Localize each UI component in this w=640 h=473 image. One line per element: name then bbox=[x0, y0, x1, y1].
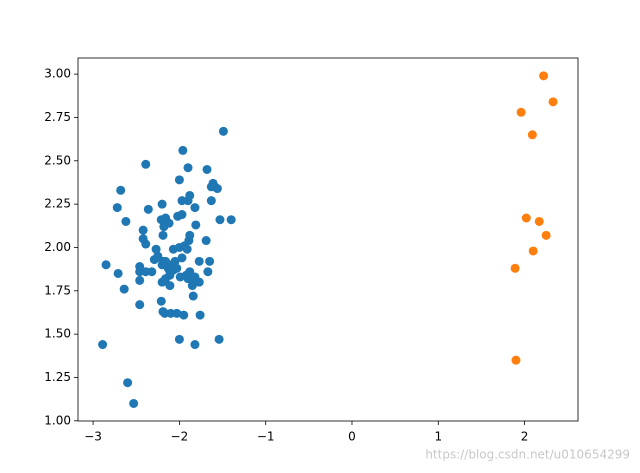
x-tick-label: −3 bbox=[84, 430, 102, 444]
point bbox=[177, 253, 187, 263]
point bbox=[113, 268, 123, 278]
point bbox=[203, 267, 213, 277]
point bbox=[156, 296, 166, 306]
point bbox=[528, 246, 538, 256]
y-tick-label: 2.75 bbox=[44, 110, 71, 124]
point bbox=[527, 130, 537, 140]
point bbox=[135, 300, 145, 310]
point bbox=[121, 216, 131, 226]
y-tick-label: 2.00 bbox=[44, 240, 71, 254]
point bbox=[179, 310, 189, 320]
point bbox=[143, 204, 153, 214]
point bbox=[123, 378, 133, 388]
y-tick-label: 1.00 bbox=[44, 413, 71, 427]
point bbox=[135, 262, 145, 272]
point bbox=[141, 159, 151, 169]
point bbox=[141, 239, 151, 249]
point bbox=[178, 145, 188, 155]
point bbox=[516, 107, 526, 117]
point bbox=[129, 398, 139, 408]
point bbox=[190, 203, 200, 213]
point bbox=[165, 281, 175, 291]
point bbox=[174, 175, 184, 185]
point bbox=[172, 308, 182, 318]
point bbox=[112, 203, 122, 213]
point bbox=[190, 340, 200, 350]
point bbox=[183, 196, 193, 206]
point bbox=[194, 277, 204, 287]
point bbox=[534, 216, 544, 226]
point bbox=[194, 256, 204, 266]
point bbox=[191, 220, 201, 230]
y-tick-label: 1.25 bbox=[44, 370, 71, 384]
point bbox=[177, 210, 187, 220]
point bbox=[172, 263, 182, 273]
point bbox=[511, 355, 521, 365]
point bbox=[147, 267, 157, 277]
point bbox=[119, 284, 129, 294]
point bbox=[215, 215, 225, 225]
y-tick-label: 1.50 bbox=[44, 327, 71, 341]
point bbox=[175, 272, 185, 282]
point bbox=[188, 291, 198, 301]
point bbox=[157, 277, 167, 287]
point bbox=[214, 334, 224, 344]
point bbox=[187, 281, 197, 291]
point bbox=[98, 340, 108, 350]
y-tick-label: 2.50 bbox=[44, 153, 71, 167]
axes-frame bbox=[77, 57, 579, 422]
point bbox=[218, 126, 228, 136]
point bbox=[539, 71, 549, 81]
point bbox=[182, 244, 192, 254]
y-tick-label: 1.75 bbox=[44, 283, 71, 297]
watermark: https://blog.csdn.net/u010654299 bbox=[425, 448, 630, 462]
point bbox=[226, 215, 236, 225]
point bbox=[138, 225, 148, 235]
point bbox=[135, 275, 145, 285]
point bbox=[541, 230, 551, 240]
point bbox=[548, 97, 558, 107]
point bbox=[101, 260, 111, 270]
y-tick-label: 2.25 bbox=[44, 197, 71, 211]
x-tick-label: −2 bbox=[171, 430, 189, 444]
point bbox=[510, 263, 520, 273]
x-tick-label: 0 bbox=[348, 430, 356, 444]
point bbox=[116, 185, 126, 195]
point bbox=[521, 213, 531, 223]
point bbox=[174, 334, 184, 344]
point bbox=[212, 184, 222, 194]
point bbox=[158, 230, 168, 240]
point bbox=[183, 163, 193, 173]
point bbox=[157, 199, 167, 209]
point bbox=[168, 244, 178, 254]
point bbox=[170, 256, 180, 266]
point bbox=[151, 244, 161, 254]
y-tick-label: 3.00 bbox=[44, 67, 71, 81]
x-tick-label: 1 bbox=[434, 430, 442, 444]
point bbox=[195, 310, 205, 320]
x-tick-label: −1 bbox=[257, 430, 275, 444]
x-tick-label: 2 bbox=[521, 430, 529, 444]
point bbox=[201, 236, 211, 246]
point bbox=[205, 256, 215, 266]
point bbox=[164, 218, 174, 228]
point bbox=[206, 196, 216, 206]
point bbox=[202, 164, 212, 174]
